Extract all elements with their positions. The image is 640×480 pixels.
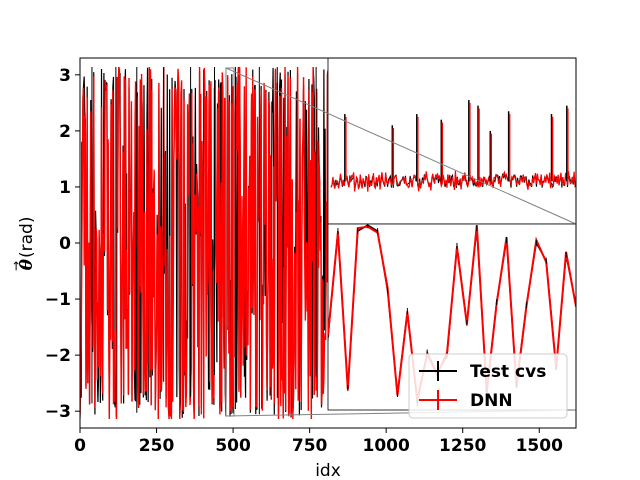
legend: Test cvs DNN [408,353,568,419]
y-tick-label: −2 [45,346,71,366]
x-tick-label: 1000 [363,436,410,456]
y-axis-ticks: −3 −2 −1 0 1 2 3 [45,66,80,422]
inset-upper-background [327,57,577,225]
legend-entry-dnn: DNN [419,390,513,411]
legend-label-dnn: DNN [470,391,513,411]
x-tick-label: 750 [292,436,328,456]
y-axis-arrow: → [9,261,23,271]
y-tick-label: −1 [45,290,71,310]
x-tick-label: 250 [139,436,175,456]
y-tick-label: 2 [59,122,71,142]
y-tick-label: 3 [59,66,71,86]
y-axis-label-unit: (rad) [17,217,37,258]
x-axis-label: idx [315,461,341,480]
x-tick-label: 1250 [439,436,486,456]
zoom-connector-top [225,67,577,225]
inset-upper-series-group [330,100,576,192]
dnn-lower-line [328,225,576,401]
y-tick-label: 1 [59,178,71,198]
x-tick-label: 1500 [516,436,563,456]
inset-lower-series-group [328,224,576,406]
legend-label-test-cvs: Test cvs [470,362,546,382]
main-series-group [80,66,332,420]
y-tick-label: −3 [45,402,71,422]
legend-entry-test-cvs: Test cvs [419,361,546,382]
y-axis-label: θ → (rad) [9,217,37,272]
inset-upper [327,57,577,225]
y-tick-label: 0 [59,234,71,254]
dnn-upper-line [330,170,576,192]
dnn-main-line [80,66,332,420]
x-axis-ticks: 0 250 500 750 1000 1250 1500 [74,428,563,456]
x-tick-label: 500 [215,436,251,456]
x-tick-label: 0 [74,436,86,456]
y-axis-label-symbol: θ [17,258,37,270]
